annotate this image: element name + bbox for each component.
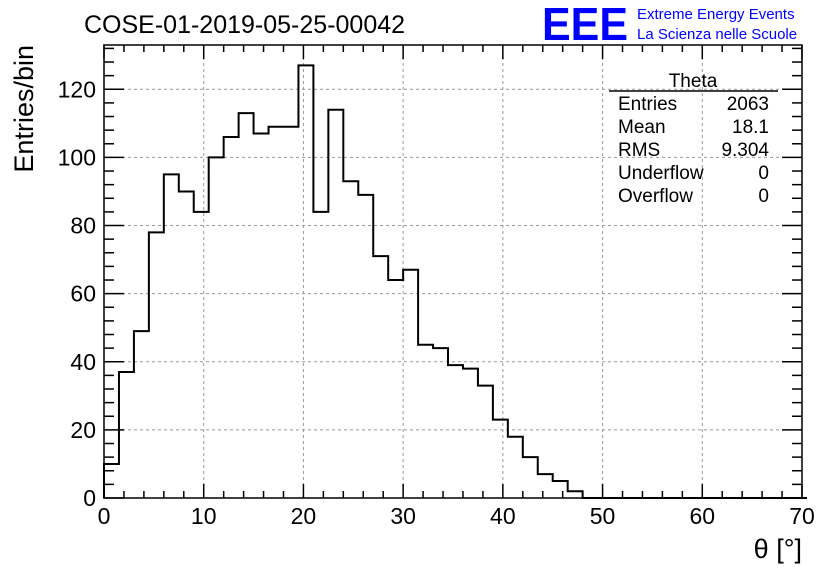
axis-ticks: [103, 45, 803, 499]
histogram-bin: [164, 174, 179, 498]
histogram-bin: [433, 348, 448, 498]
histogram-bin: [194, 212, 209, 498]
histogram-bin: [283, 127, 298, 498]
histogram-bin: [104, 464, 119, 498]
histogram-bin: [119, 372, 134, 498]
y-tick-label: 40: [70, 349, 96, 375]
y-tick-labels: 0 20 40 60 80 100 120: [58, 76, 96, 511]
stats-row-label: Overflow: [618, 186, 693, 207]
histogram-outline: [103, 64, 807, 499]
logo-line-2: La Scienza nelle Scuole: [637, 26, 797, 43]
histogram-bin: [403, 270, 418, 498]
y-tick-label: 100: [58, 144, 96, 170]
histogram-bin: [269, 127, 284, 498]
histogram-bin: [313, 212, 328, 498]
x-axis-title: θ [°]: [754, 534, 802, 564]
x-tick-label: 30: [390, 503, 416, 529]
plot-frame: [103, 44, 803, 499]
histogram-bin: [343, 181, 358, 498]
histogram-bars: [103, 64, 807, 499]
chart-title: COSE-01-2019-05-25-00042: [84, 11, 405, 39]
x-tick-label: 20: [291, 503, 317, 529]
x-tick-label: 10: [191, 503, 217, 529]
histogram-bin: [448, 365, 463, 498]
stats-row-value: 0: [758, 163, 769, 184]
stats-row-label: Underflow: [618, 163, 704, 184]
histogram-bin: [298, 65, 313, 498]
histogram-bin: [149, 232, 164, 498]
histogram-bin: [553, 481, 568, 498]
histogram-bin: [224, 137, 239, 498]
stats-row-label: RMS: [618, 140, 660, 161]
x-tick-label: 50: [590, 503, 616, 529]
histogram-bin: [373, 256, 388, 498]
y-tick-label: 20: [70, 417, 96, 443]
y-tick-label: 80: [70, 213, 96, 239]
histogram-bin: [418, 345, 433, 498]
histogram-bin: [463, 369, 478, 498]
histogram-bin: [254, 134, 269, 498]
stats-row-label: Mean: [618, 117, 666, 138]
eee-logo-mark: EEE: [542, 0, 628, 50]
histogram-bin: [568, 491, 583, 498]
histogram-bin: [239, 113, 254, 498]
histogram-bin: [134, 331, 149, 498]
y-tick-label: 120: [58, 76, 96, 102]
x-tick-label: 40: [490, 503, 516, 529]
y-axis-title: Entries/bin: [9, 45, 39, 173]
histogram-bin: [209, 157, 224, 498]
x-tick-label: 60: [689, 503, 715, 529]
histogram-bin: [358, 195, 373, 498]
stats-row-value: 2063: [727, 94, 769, 115]
histogram-bin: [388, 280, 403, 498]
histogram-bin: [523, 457, 538, 498]
x-tick-label: 70: [789, 503, 815, 529]
stats-rows: Entries 2063 Mean 18.1 RMS 9.304 Underflow 0 Ove…: [618, 94, 769, 207]
stats-row-label: Entries: [618, 94, 677, 115]
stats-row-value: 0: [758, 186, 769, 207]
histogram-bin: [179, 191, 194, 498]
y-tick-label: 60: [70, 281, 96, 307]
histogram-bin: [328, 110, 343, 498]
grid-lines: [104, 45, 802, 498]
eee-logo: EEE Extreme Energy Events La Scienza nel…: [542, 0, 797, 50]
y-tick-label: 0: [83, 485, 96, 511]
histogram-bin: [538, 474, 553, 498]
stats-title: Theta: [669, 71, 718, 92]
x-tick-label: 0: [98, 503, 111, 529]
logo-line-1: Extreme Energy Events: [637, 6, 795, 23]
stats-row-value: 18.1: [732, 117, 769, 138]
histogram-bin: [493, 420, 508, 498]
histogram-bin: [508, 437, 523, 498]
stats-row-value: 9.304: [721, 140, 769, 161]
stats-box: Theta Entries 2063 Mean 18.1 RMS 9.304 Underfl…: [609, 71, 778, 207]
x-tick-labels: 0 10 20 30 40 50 60 70: [98, 503, 815, 529]
histogram-bin: [478, 386, 493, 498]
